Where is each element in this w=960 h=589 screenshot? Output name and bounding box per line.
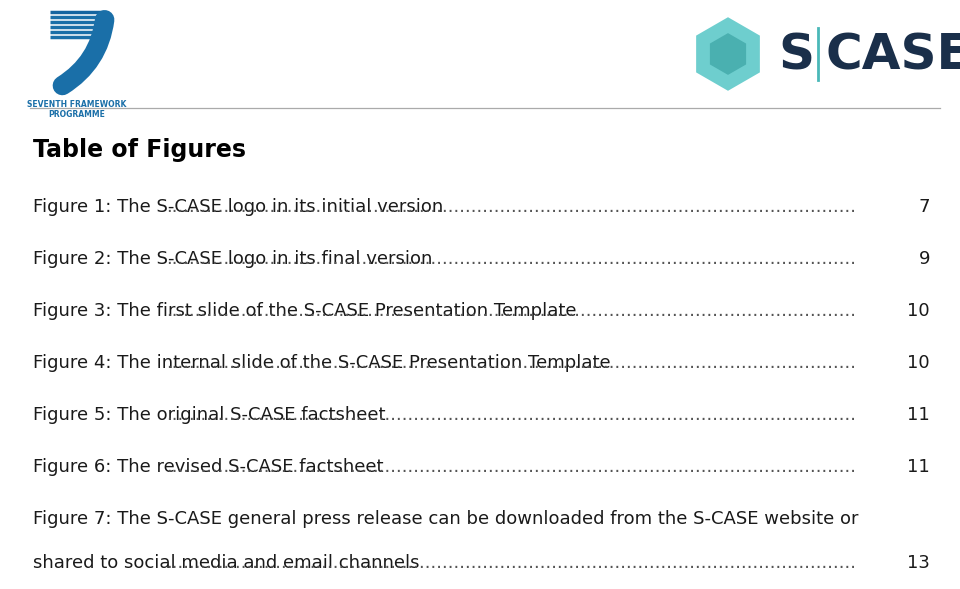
- Polygon shape: [695, 16, 761, 92]
- Text: ................................................................................: ........................................…: [166, 250, 856, 268]
- Text: ................................................................................: ........................................…: [166, 302, 856, 320]
- Text: 11: 11: [907, 458, 930, 476]
- Polygon shape: [709, 33, 746, 75]
- Text: 11: 11: [907, 406, 930, 424]
- Text: SEVENTH FRAMEWORK
PROGRAMME: SEVENTH FRAMEWORK PROGRAMME: [27, 100, 127, 120]
- Text: 7: 7: [919, 198, 930, 216]
- Text: 9: 9: [919, 250, 930, 268]
- Text: ................................................................................: ........................................…: [166, 554, 856, 572]
- Text: ................................................................................: ........................................…: [166, 458, 856, 476]
- Text: 10: 10: [907, 354, 930, 372]
- Text: 10: 10: [907, 302, 930, 320]
- Text: S: S: [778, 32, 814, 80]
- Text: Figure 2: The S-CASE logo in its final version: Figure 2: The S-CASE logo in its final v…: [33, 250, 432, 268]
- Text: ................................................................................: ........................................…: [166, 354, 856, 372]
- Text: ................................................................................: ........................................…: [166, 406, 856, 424]
- Text: Figure 1: The S-CASE logo in its initial version: Figure 1: The S-CASE logo in its initial…: [33, 198, 444, 216]
- Text: Figure 5: The original S-CASE factsheet: Figure 5: The original S-CASE factsheet: [33, 406, 386, 424]
- Text: Figure 7: The S-CASE general press release can be downloaded from the S-CASE web: Figure 7: The S-CASE general press relea…: [33, 510, 858, 528]
- Text: shared to social media and email channels: shared to social media and email channel…: [33, 554, 420, 572]
- Text: Figure 4: The internal slide of the S-CASE Presentation Template: Figure 4: The internal slide of the S-CA…: [33, 354, 611, 372]
- Text: ................................................................................: ........................................…: [166, 198, 856, 216]
- Text: Figure 6: The revised S-CASE factsheet: Figure 6: The revised S-CASE factsheet: [33, 458, 383, 476]
- Text: CASE: CASE: [826, 32, 960, 80]
- Text: 13: 13: [907, 554, 930, 572]
- Text: Table of Figures: Table of Figures: [33, 138, 246, 162]
- Text: Figure 3: The first slide of the S-CASE Presentation Template: Figure 3: The first slide of the S-CASE …: [33, 302, 577, 320]
